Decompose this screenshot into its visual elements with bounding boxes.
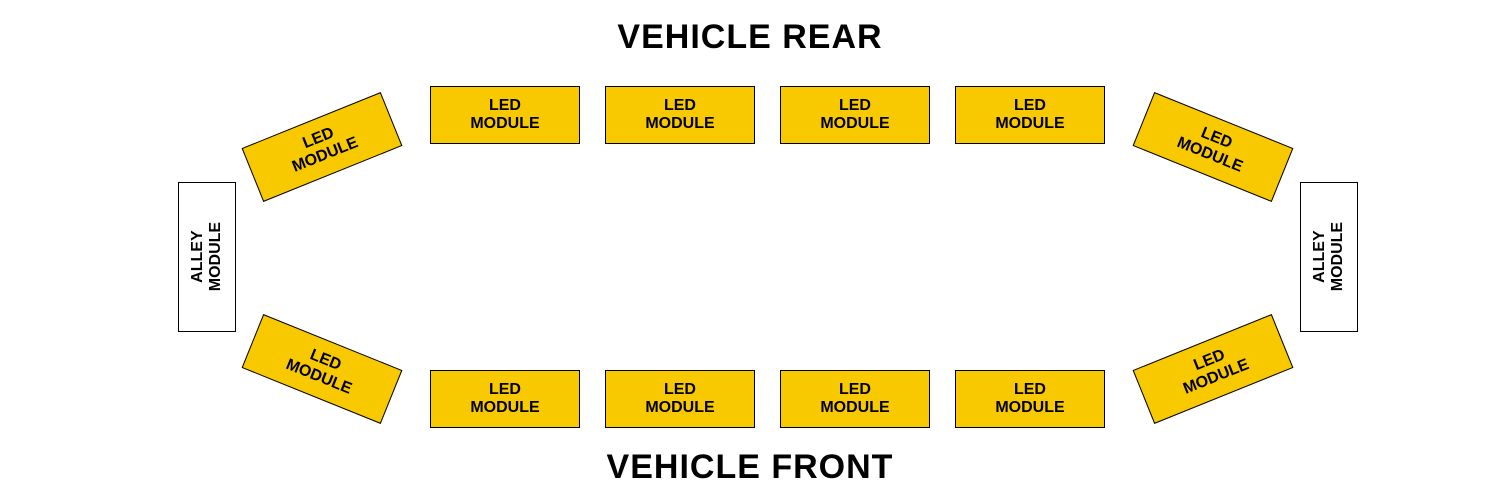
led-module-front-3: LED MODULE	[780, 370, 930, 428]
title-front: VEHICLE FRONT	[0, 448, 1500, 487]
led-module-front-right: LED MODULE	[1133, 314, 1294, 424]
alley-module-alley-left: ALLEY MODULE	[178, 182, 236, 332]
module-label: LED MODULE	[283, 118, 360, 177]
module-label: LED MODULE	[470, 97, 539, 132]
title-rear: VEHICLE REAR	[0, 18, 1500, 57]
module-label: LED MODULE	[470, 381, 539, 416]
module-label: LED MODULE	[820, 381, 889, 416]
module-label: LED MODULE	[995, 381, 1064, 416]
module-label: LED MODULE	[283, 340, 360, 399]
module-label: ALLEY MODULE	[189, 222, 224, 291]
module-label: LED MODULE	[645, 97, 714, 132]
module-label: LED MODULE	[820, 97, 889, 132]
alley-module-alley-right: ALLEY MODULE	[1300, 182, 1358, 332]
led-module-front-2: LED MODULE	[605, 370, 755, 428]
led-module-front-1: LED MODULE	[430, 370, 580, 428]
led-module-rear-1: LED MODULE	[430, 86, 580, 144]
led-module-front-left: LED MODULE	[242, 314, 403, 424]
module-label: LED MODULE	[1174, 340, 1251, 399]
led-module-rear-2: LED MODULE	[605, 86, 755, 144]
diagram-stage: VEHICLE REAR VEHICLE FRONT LED MODULE LED…	[0, 0, 1500, 500]
led-module-rear-4: LED MODULE	[955, 86, 1105, 144]
led-module-rear-left: LED MODULE	[242, 92, 403, 202]
module-label: LED MODULE	[645, 381, 714, 416]
led-module-front-4: LED MODULE	[955, 370, 1105, 428]
module-label: LED MODULE	[995, 97, 1064, 132]
led-module-rear-3: LED MODULE	[780, 86, 930, 144]
module-label: LED MODULE	[1174, 118, 1251, 177]
led-module-rear-right: LED MODULE	[1133, 92, 1294, 202]
module-label: ALLEY MODULE	[1311, 222, 1346, 291]
